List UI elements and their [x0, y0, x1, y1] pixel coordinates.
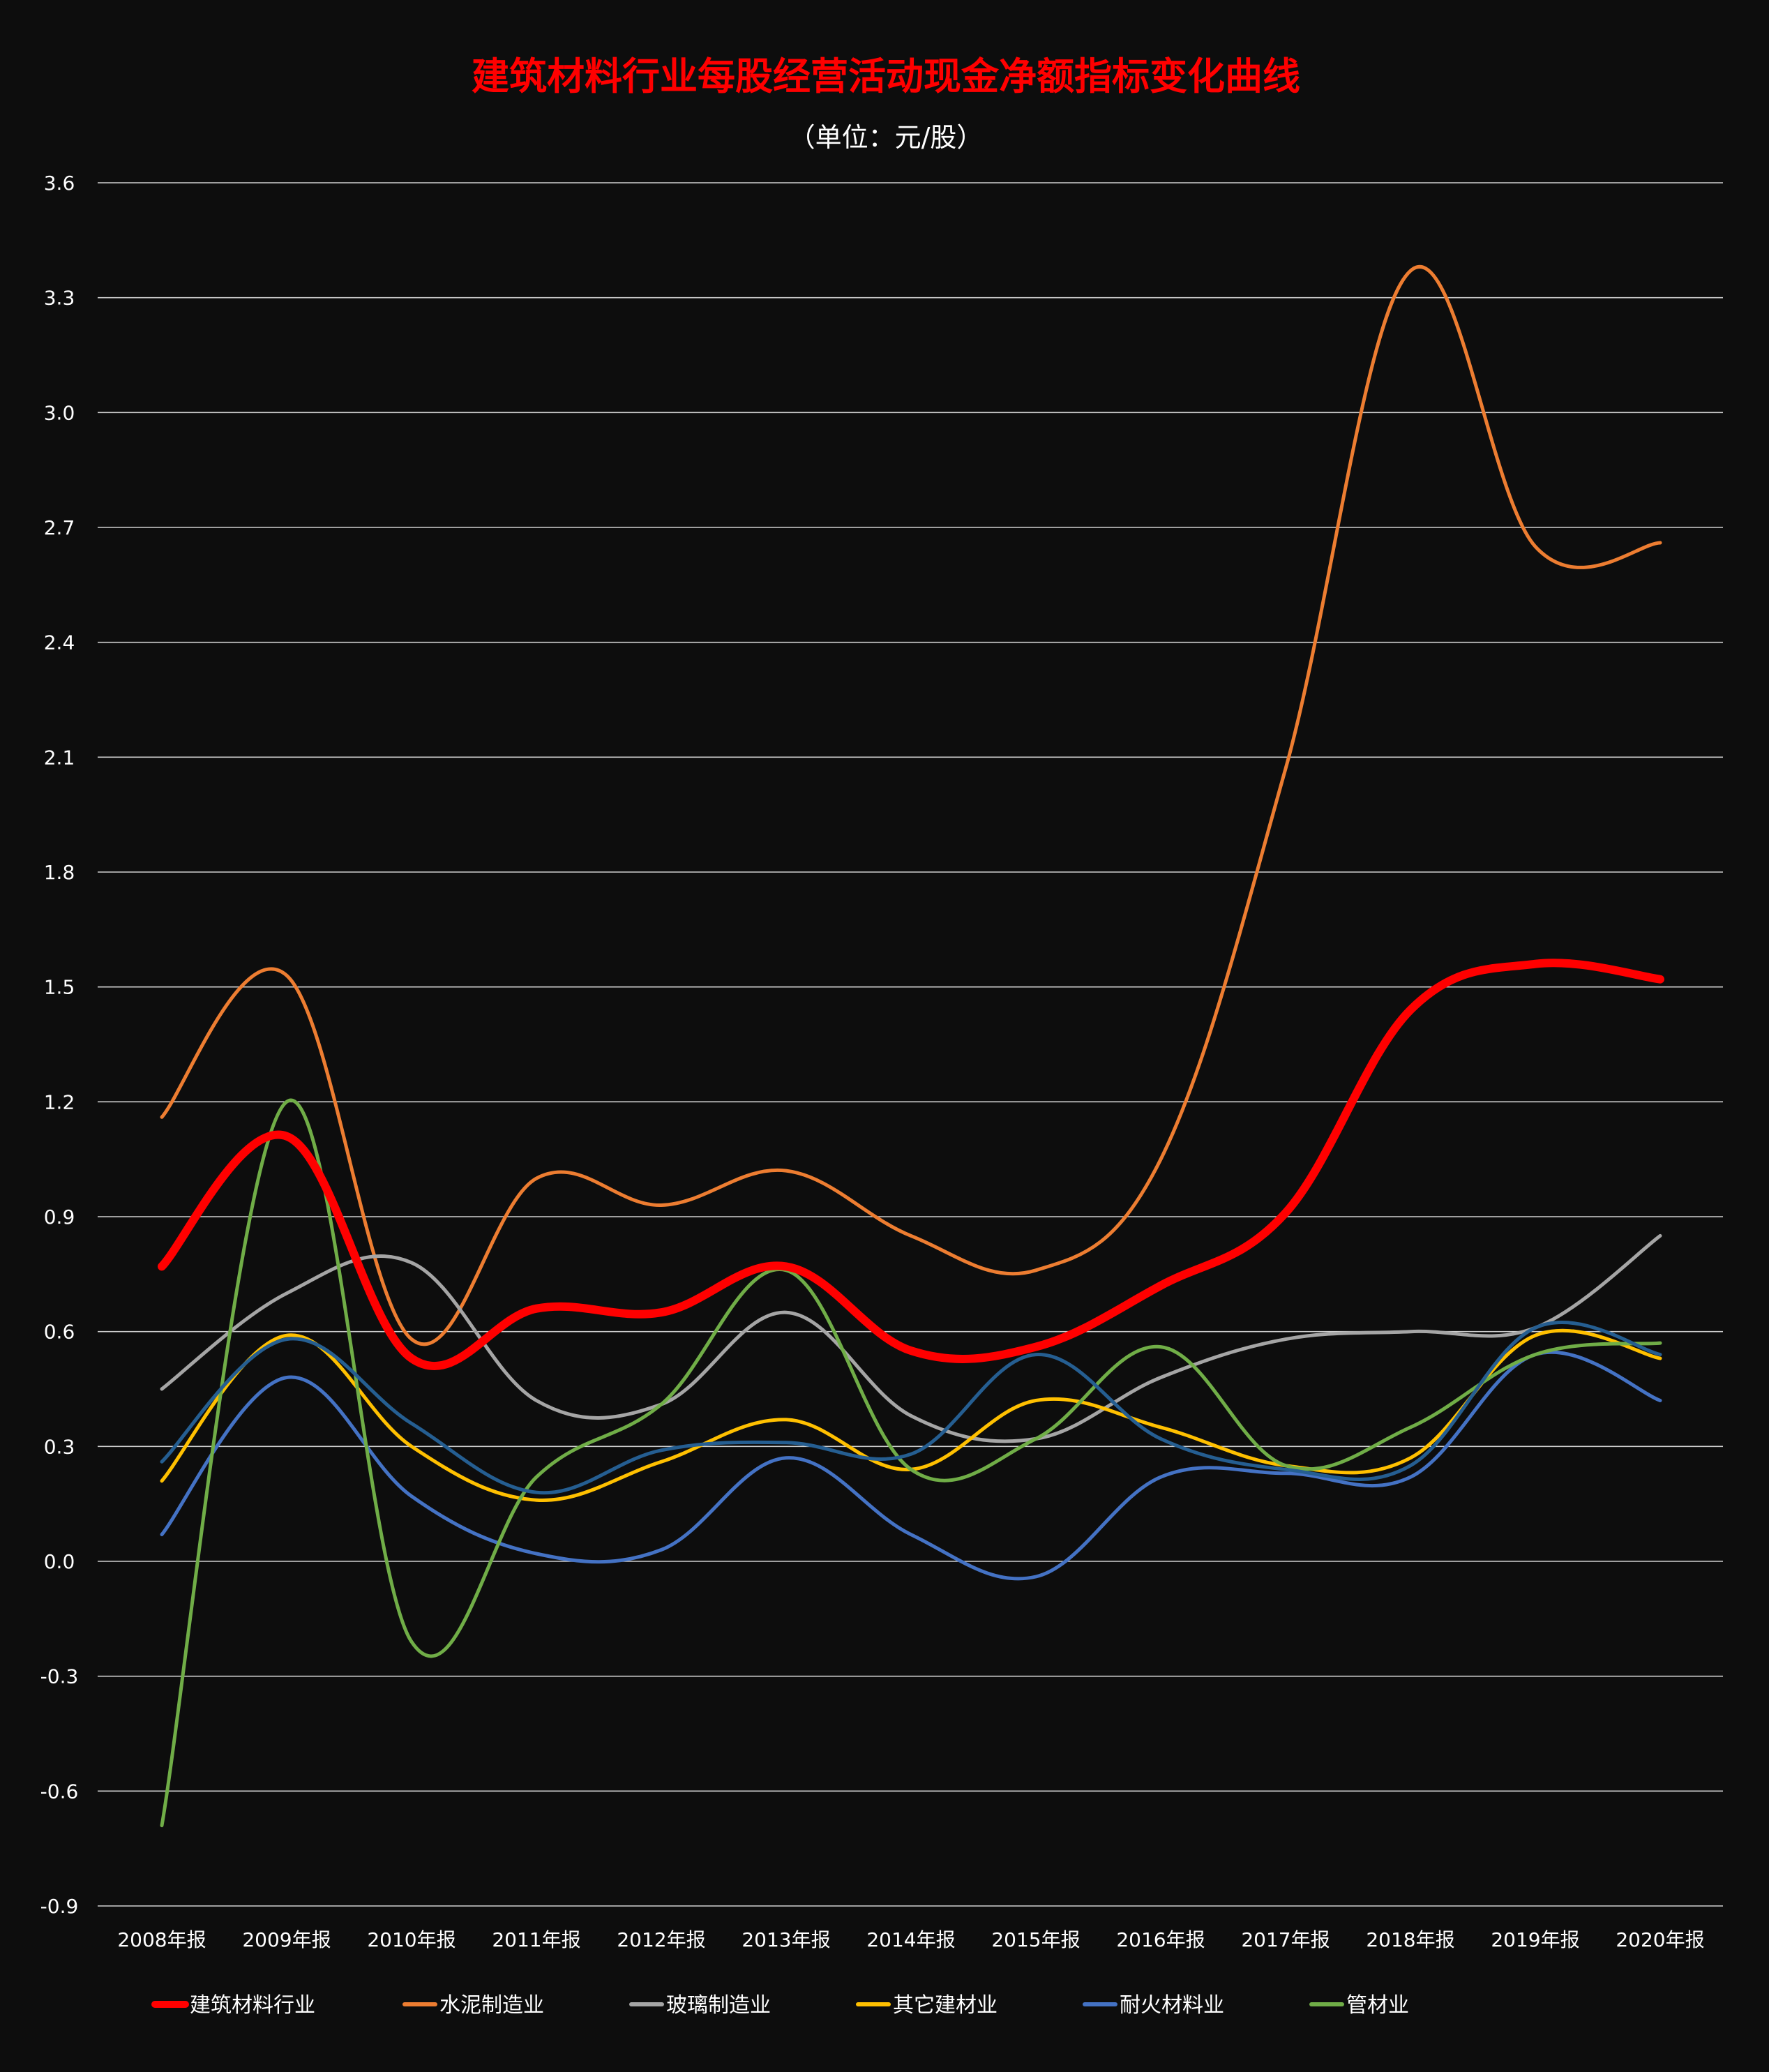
x-tick-label: 2011年报 — [492, 1928, 580, 1951]
x-tick-label: 2016年报 — [1116, 1928, 1205, 1951]
y-axis-tick-labels: 3.6 3.3 3.0 2.7 2.4 2.1 1.8 1.5 1.2 0.9 0.6 0.3 0.0 -… — [40, 172, 79, 1918]
legend-label: 水泥制造业 — [439, 1993, 544, 2018]
y-tick-label: -0.3 — [40, 1665, 79, 1688]
x-tick-label: 2015年报 — [991, 1928, 1080, 1951]
y-tick-label: 0.3 — [44, 1435, 75, 1458]
legend-label: 建筑材料行业 — [190, 1993, 315, 2018]
x-tick-label: 2009年报 — [242, 1928, 331, 1951]
x-tick-label: 2008年报 — [117, 1928, 206, 1951]
legend-label: 耐火材料业 — [1120, 1993, 1224, 2018]
y-tick-label: 3.6 — [44, 172, 75, 195]
legend-label: 管材业 — [1346, 1993, 1409, 2018]
series-line-2 — [160, 1233, 1662, 1443]
series-line-3 — [160, 1328, 1662, 1502]
chart-title: 建筑材料行业每股经营活动现金净额指标变化曲线 — [472, 54, 1300, 98]
x-tick-label: 2010年报 — [367, 1928, 456, 1951]
series-line-4 — [160, 1350, 1662, 1581]
y-tick-label: 2.4 — [44, 631, 75, 654]
legend: 建筑材料行业 水泥制造业 玻璃制造业 其它建材业 耐火材料业 管材业 — [151, 1993, 1409, 2018]
x-tick-label: 2019年报 — [1491, 1928, 1579, 1951]
x-tick-label: 2012年报 — [617, 1928, 705, 1951]
x-axis-tick-labels: 2008年报 2009年报 2010年报 2011年报 2012年报 2013年报 2014… — [117, 1928, 1704, 1951]
y-tick-label: 0.9 — [44, 1206, 75, 1229]
y-tick-label: 0.0 — [44, 1550, 75, 1573]
series-line-0 — [158, 959, 1664, 1371]
y-tick-label: 3.0 — [44, 401, 75, 424]
legend-label: 其它建材业 — [893, 1993, 998, 2018]
y-tick-label: 1.8 — [44, 861, 75, 884]
y-tick-label: 3.3 — [44, 287, 75, 310]
y-tick-label: 2.1 — [44, 746, 75, 769]
chart-subtitle: （单位：元/股） — [789, 122, 984, 153]
x-tick-label: 2013年报 — [742, 1928, 830, 1951]
x-tick-label: 2017年报 — [1241, 1928, 1330, 1951]
x-tick-label: 2020年报 — [1616, 1928, 1704, 1951]
series-line-1 — [160, 265, 1662, 1346]
y-tick-label: 1.5 — [44, 976, 75, 999]
series-line-6 — [160, 1321, 1662, 1495]
y-tick-label: -0.9 — [40, 1895, 79, 1918]
y-tick-label: 1.2 — [44, 1090, 75, 1113]
series-lines — [158, 265, 1664, 1828]
y-tick-label: 0.6 — [44, 1321, 75, 1344]
x-tick-label: 2014年报 — [866, 1928, 955, 1951]
y-tick-label: 2.7 — [44, 516, 75, 539]
y-tick-label: -0.6 — [40, 1780, 79, 1803]
x-tick-label: 2018年报 — [1366, 1928, 1454, 1951]
legend-label: 玻璃制造业 — [666, 1993, 771, 2018]
